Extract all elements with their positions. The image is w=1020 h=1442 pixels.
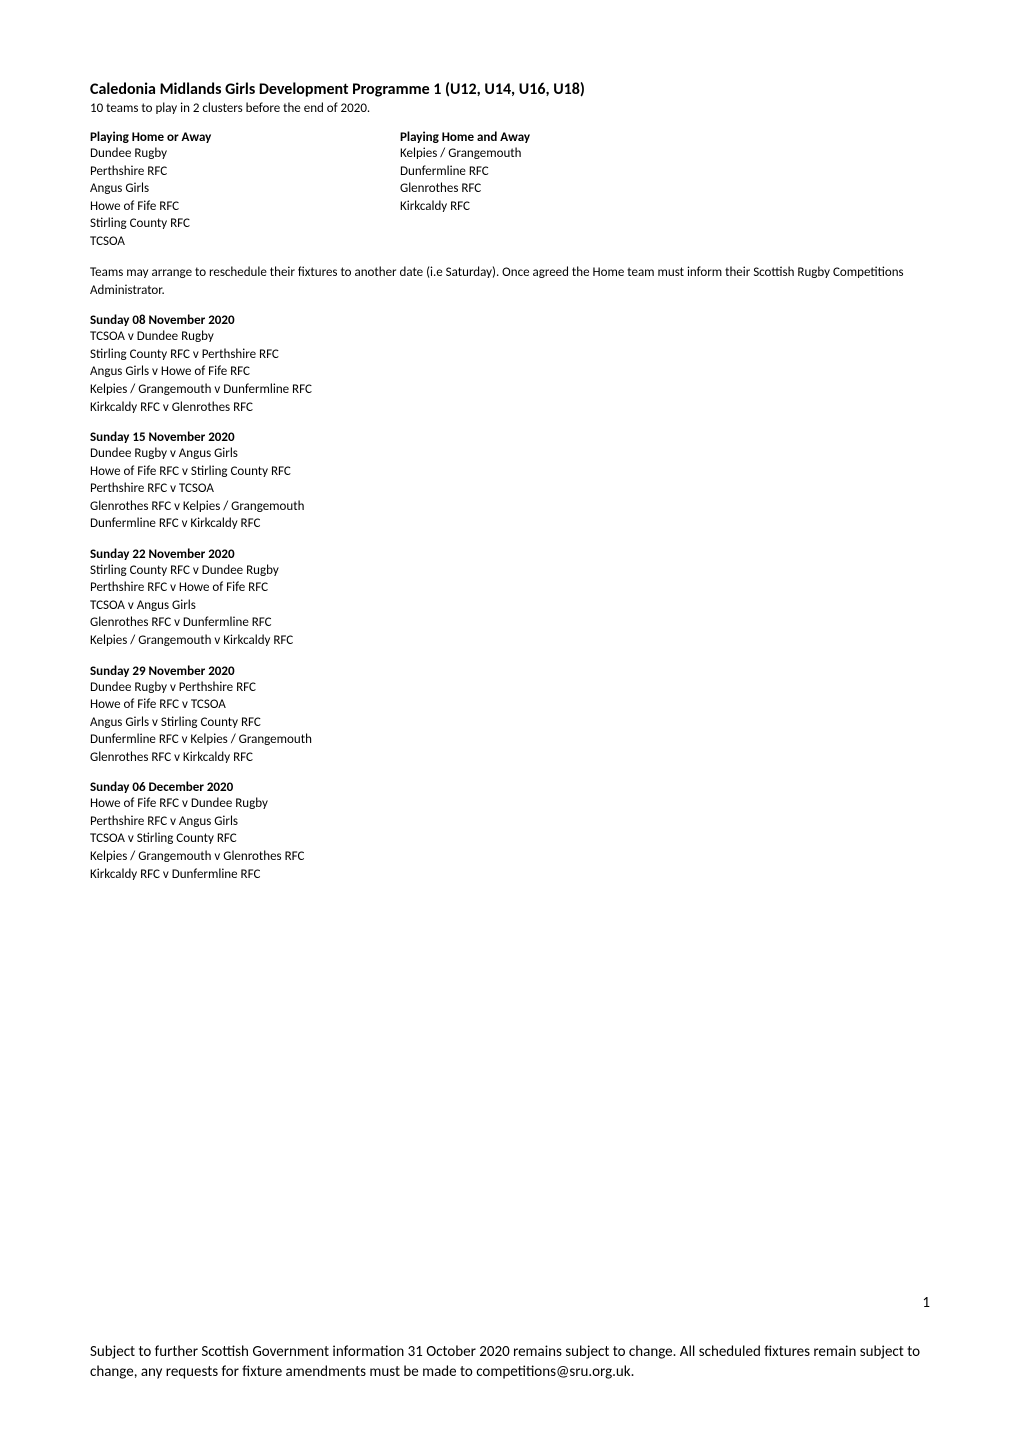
fixture-date-header: Sunday 29 November 2020 — [90, 664, 930, 679]
fixture-row: Stirling County RFC v Perthshire RFC — [90, 346, 930, 364]
right-column-header: Playing Home and Away — [400, 130, 710, 145]
fixture-row: Kelpies / Grangemouth v Glenrothes RFC — [90, 848, 930, 866]
fixture-block: Sunday 29 November 2020Dundee Rugby v Pe… — [90, 664, 930, 767]
fixture-row: Kirkcaldy RFC v Dunfermline RFC — [90, 866, 930, 884]
team-item: Angus Girls — [90, 180, 400, 198]
team-item: TCSOA — [90, 233, 400, 251]
fixture-row: Dundee Rugby v Angus Girls — [90, 445, 930, 463]
fixture-row: Kelpies / Grangemouth v Kirkcaldy RFC — [90, 632, 930, 650]
fixture-date-header: Sunday 08 November 2020 — [90, 313, 930, 328]
intro-paragraph: Teams may arrange to reschedule their fi… — [90, 264, 930, 299]
document-title: Caledonia Midlands Girls Development Pro… — [90, 80, 930, 99]
fixture-block: Sunday 15 November 2020Dundee Rugby v An… — [90, 430, 930, 533]
fixture-row: Dundee Rugby v Perthshire RFC — [90, 679, 930, 697]
fixture-row: Glenrothes RFC v Kirkcaldy RFC — [90, 749, 930, 767]
fixture-row: Angus Girls v Stirling County RFC — [90, 714, 930, 732]
fixture-row: Kirkcaldy RFC v Glenrothes RFC — [90, 399, 930, 417]
fixture-row: Glenrothes RFC v Dunfermline RFC — [90, 614, 930, 632]
fixture-row: Howe of Fife RFC v TCSOA — [90, 696, 930, 714]
fixture-row: Howe of Fife RFC v Stirling County RFC — [90, 463, 930, 481]
team-item: Kirkcaldy RFC — [400, 198, 710, 216]
fixture-row: Stirling County RFC v Dundee Rugby — [90, 562, 930, 580]
right-column: Playing Home and Away Kelpies / Grangemo… — [400, 130, 710, 250]
fixture-date-header: Sunday 15 November 2020 — [90, 430, 930, 445]
fixture-row: TCSOA v Dundee Rugby — [90, 328, 930, 346]
fixture-row: Glenrothes RFC v Kelpies / Grangemouth — [90, 498, 930, 516]
page-number: 1 — [922, 1294, 930, 1312]
fixture-block: Sunday 06 December 2020Howe of Fife RFC … — [90, 780, 930, 883]
team-item: Perthshire RFC — [90, 163, 400, 181]
fixture-row: Angus Girls v Howe of Fife RFC — [90, 363, 930, 381]
fixture-row: Dunfermline RFC v Kelpies / Grangemouth — [90, 731, 930, 749]
fixture-row: Perthshire RFC v Howe of Fife RFC — [90, 579, 930, 597]
team-item: Kelpies / Grangemouth — [400, 145, 710, 163]
fixture-row: Dunfermline RFC v Kirkcaldy RFC — [90, 515, 930, 533]
fixture-date-header: Sunday 06 December 2020 — [90, 780, 930, 795]
fixture-row: Kelpies / Grangemouth v Dunfermline RFC — [90, 381, 930, 399]
team-columns: Playing Home or Away Dundee RugbyPerthsh… — [90, 130, 930, 250]
fixture-row: Perthshire RFC v Angus Girls — [90, 813, 930, 831]
team-item: Glenrothes RFC — [400, 180, 710, 198]
fixture-row: Howe of Fife RFC v Dundee Rugby — [90, 795, 930, 813]
fixture-row: TCSOA v Stirling County RFC — [90, 830, 930, 848]
team-item: Stirling County RFC — [90, 215, 400, 233]
team-item: Dunfermline RFC — [400, 163, 710, 181]
fixture-block: Sunday 08 November 2020TCSOA v Dundee Ru… — [90, 313, 930, 416]
left-column-header: Playing Home or Away — [90, 130, 400, 145]
document-subtitle: 10 teams to play in 2 clusters before th… — [90, 101, 930, 116]
fixture-date-header: Sunday 22 November 2020 — [90, 547, 930, 562]
footer-text: Subject to further Scottish Government i… — [90, 1342, 930, 1383]
fixture-row: TCSOA v Angus Girls — [90, 597, 930, 615]
fixture-block: Sunday 22 November 2020Stirling County R… — [90, 547, 930, 650]
team-item: Howe of Fife RFC — [90, 198, 400, 216]
team-item: Dundee Rugby — [90, 145, 400, 163]
left-column: Playing Home or Away Dundee RugbyPerthsh… — [90, 130, 400, 250]
fixture-row: Perthshire RFC v TCSOA — [90, 480, 930, 498]
